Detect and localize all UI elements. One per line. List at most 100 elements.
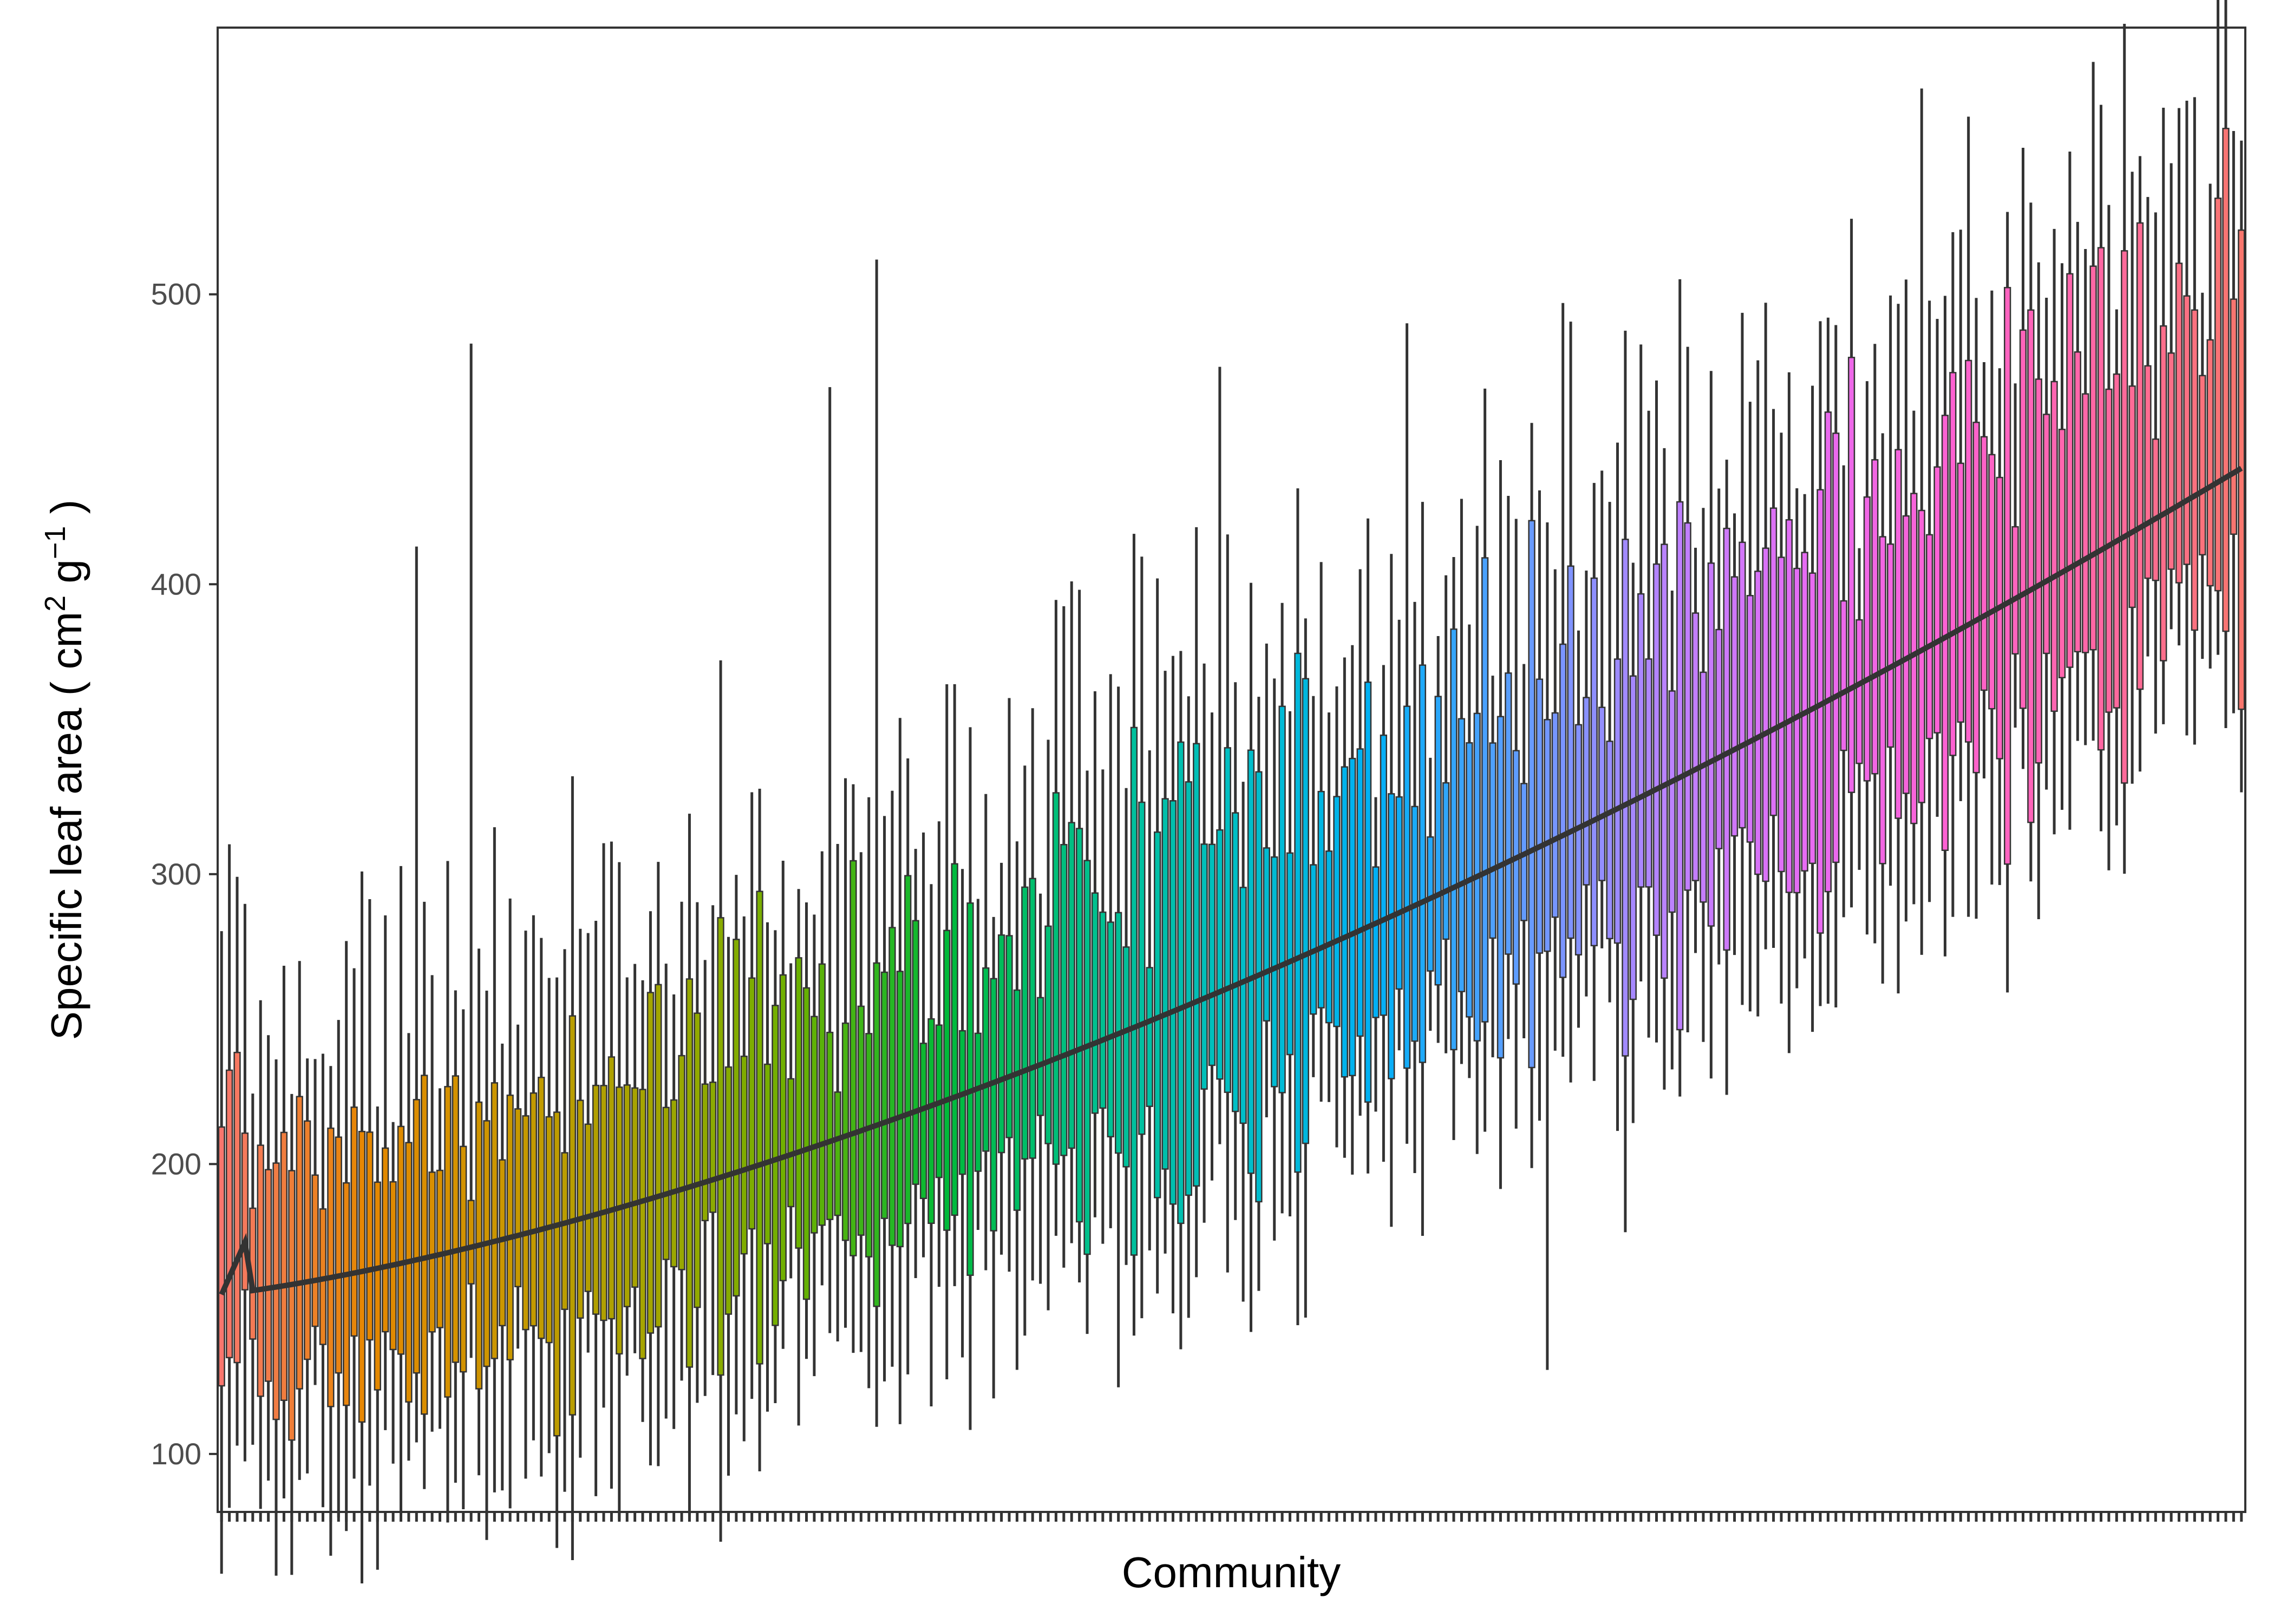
community-box — [2230, 298, 2238, 535]
community-box — [444, 1086, 452, 1398]
community-box — [694, 1012, 701, 1308]
community-box — [1988, 454, 1996, 710]
community-box — [272, 1162, 280, 1420]
community-box — [1645, 658, 1652, 888]
community-box — [1707, 562, 1715, 927]
community-box — [2128, 385, 2136, 608]
community-box — [436, 1169, 444, 1328]
community-box — [1442, 782, 1450, 940]
community-box — [428, 1171, 436, 1333]
community-box — [592, 1084, 600, 1315]
community-box — [1723, 527, 1730, 951]
community-box — [233, 1051, 241, 1364]
community-box — [756, 890, 763, 1365]
community-box — [296, 1096, 303, 1390]
community-box — [405, 1142, 413, 1403]
community-box — [1933, 466, 1941, 734]
community-box — [1239, 887, 1247, 1124]
community-box — [1957, 462, 1964, 723]
community-box — [655, 984, 662, 1328]
community-box — [1411, 806, 1419, 1042]
community-box — [218, 1126, 225, 1387]
community-box — [452, 1075, 459, 1363]
community-box — [1325, 850, 1333, 1024]
community-box — [850, 860, 857, 1256]
community-box — [662, 1106, 670, 1260]
community-box — [1052, 792, 1060, 1165]
community-box — [951, 863, 958, 1216]
community-box — [584, 1123, 592, 1292]
community-box — [2144, 365, 2152, 579]
community-box — [1333, 796, 1341, 1027]
community-box — [1138, 801, 1146, 1135]
community-box — [1769, 507, 1778, 816]
community-box — [834, 1091, 841, 1216]
community-box — [1754, 571, 1762, 875]
community-box — [1700, 671, 1707, 903]
community-box — [795, 957, 802, 1249]
community-box — [904, 875, 912, 1224]
community-box — [1551, 712, 1559, 918]
y-axis-ticks: 100 200 300 400 500 — [151, 277, 218, 1471]
community-box — [460, 1145, 467, 1373]
community-box — [1489, 742, 1497, 939]
community-box — [1559, 643, 1567, 978]
community-box — [1637, 593, 1645, 888]
community-box — [1434, 696, 1442, 986]
community-box — [2105, 388, 2113, 713]
community-box — [1925, 534, 1933, 739]
community-box — [1099, 911, 1107, 1109]
community-box — [2058, 428, 2066, 679]
community-box — [1793, 567, 1801, 894]
community-box — [912, 920, 919, 1185]
community-box — [1574, 724, 1583, 956]
community-box — [2206, 339, 2214, 587]
community-box — [577, 1099, 584, 1319]
community-box — [733, 939, 740, 1297]
community-box — [2199, 375, 2206, 556]
community-box — [280, 1131, 288, 1401]
community-box — [1613, 658, 1622, 944]
community-box — [2222, 128, 2230, 632]
community-box — [1021, 886, 1029, 1160]
community-box — [1169, 800, 1177, 1205]
community-box — [366, 1131, 374, 1341]
community-box — [1060, 844, 1068, 1156]
community-box — [607, 1056, 616, 1320]
community-box — [2160, 325, 2167, 662]
community-box — [919, 1043, 927, 1200]
community-box — [2214, 198, 2222, 592]
community-box — [1684, 522, 1691, 891]
community-box — [2089, 265, 2097, 651]
community-box — [943, 929, 951, 1231]
community-box — [1778, 556, 1785, 873]
community-box — [2074, 351, 2081, 653]
community-box — [1808, 572, 1816, 865]
community-box — [623, 1084, 631, 1307]
community-box — [1224, 747, 1231, 1093]
community-box — [646, 992, 655, 1334]
x-axis-ticks — [220, 1512, 2243, 1522]
community-box — [1364, 681, 1372, 1103]
community-box — [1356, 748, 1364, 1037]
community-box — [1840, 600, 1847, 751]
community-box — [1208, 843, 1216, 1066]
community-box — [1349, 757, 1356, 1077]
community-box — [1949, 372, 1957, 756]
community-box — [1996, 476, 2003, 759]
community-box — [772, 1005, 779, 1326]
community-box — [1894, 449, 1902, 819]
community-box — [1146, 967, 1153, 1107]
community-box — [888, 927, 896, 1246]
community-box — [1622, 539, 1629, 1057]
community-box — [2019, 329, 2027, 709]
community-box — [974, 1032, 982, 1172]
community-box — [1185, 781, 1192, 1196]
community-box — [1886, 543, 1894, 748]
community-box — [1879, 536, 1886, 865]
community-box — [1388, 793, 1395, 1079]
community-box — [787, 1078, 795, 1208]
y-axis-title-mid: g — [42, 559, 90, 595]
community-box — [257, 1144, 264, 1397]
community-box — [2066, 273, 2074, 668]
